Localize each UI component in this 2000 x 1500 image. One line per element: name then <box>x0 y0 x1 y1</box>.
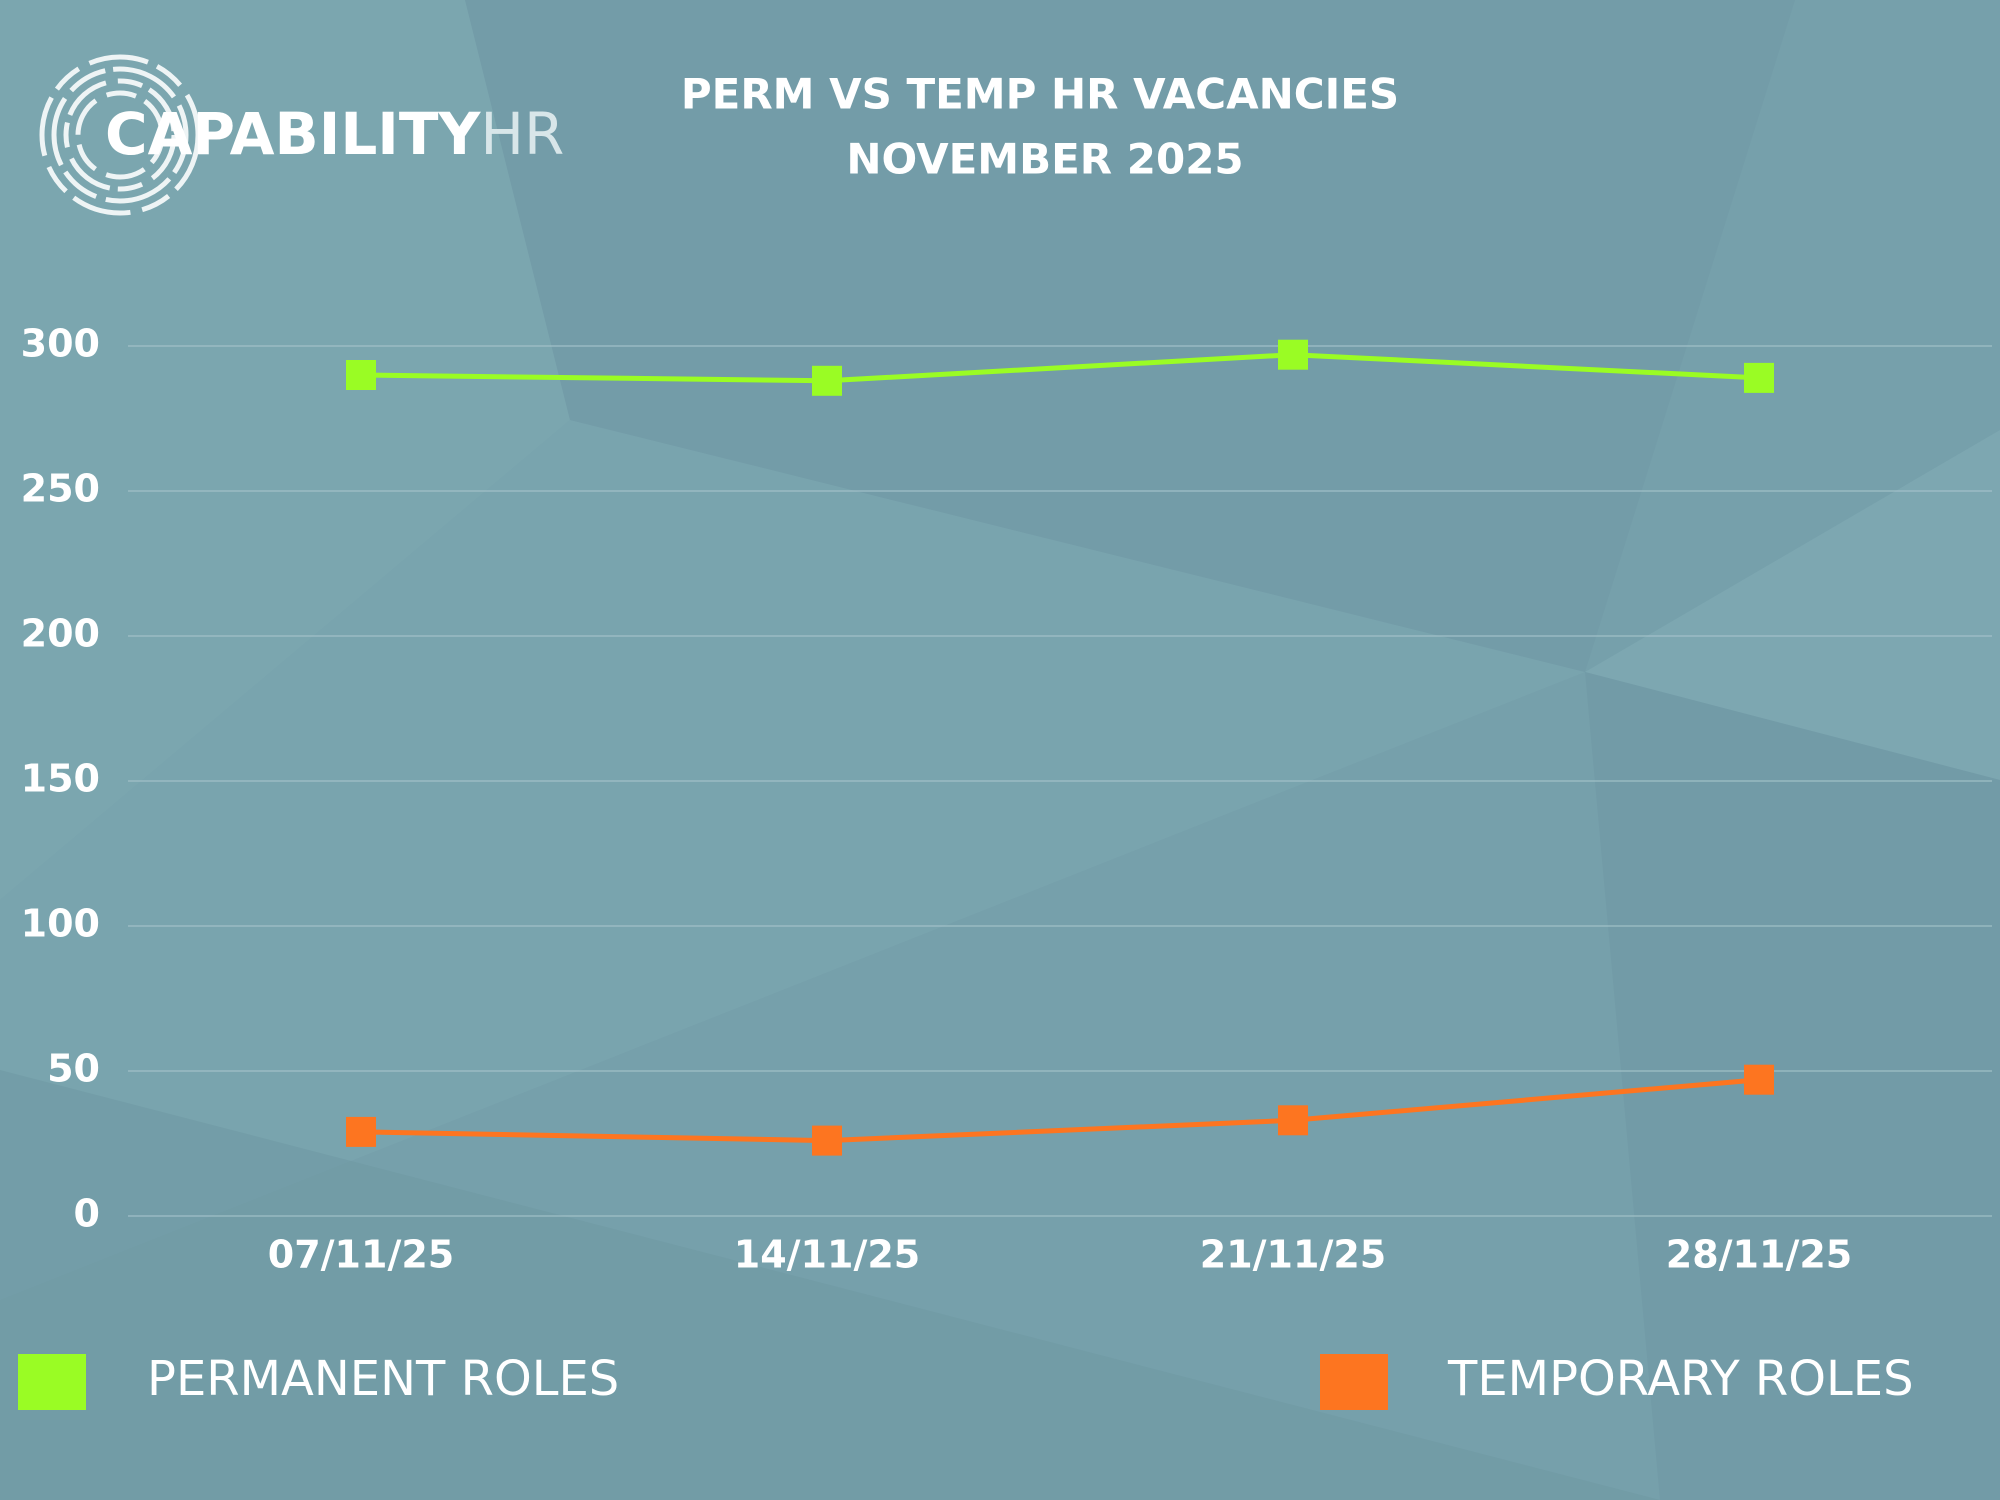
point-marker <box>1278 1105 1308 1136</box>
series-line <box>360 352 1760 384</box>
point-marker <box>1744 1064 1774 1095</box>
facet <box>1585 430 2000 780</box>
y-tick-label: 100 <box>21 902 100 946</box>
x-tick-label: 21/11/25 <box>1200 1233 1386 1277</box>
legend-swatch <box>1320 1354 1388 1410</box>
series-line <box>360 1077 1760 1144</box>
point-marker <box>346 1116 376 1147</box>
x-tick-label: 14/11/25 <box>734 1233 920 1277</box>
legend-swatch <box>18 1354 86 1410</box>
point-marker <box>812 1125 842 1156</box>
chart-title: PERM VS TEMP HR VACANCIES <box>681 70 1399 119</box>
y-tick-label: 200 <box>21 612 100 656</box>
facet <box>1585 672 2000 1500</box>
y-tick-label: 250 <box>21 467 100 511</box>
facet <box>0 0 570 900</box>
facet <box>0 1070 1660 1500</box>
x-tick-label: 07/11/25 <box>268 1233 454 1277</box>
logo-text: CAPABILITYHR <box>105 100 564 168</box>
logo-ring <box>63 78 177 192</box>
y-tick-label: 300 <box>21 322 100 366</box>
logo-name: CAPABILITY <box>105 100 481 168</box>
logo-ring <box>75 90 165 180</box>
facet <box>0 420 1585 1300</box>
y-tick-label: 150 <box>21 757 100 801</box>
legend-label: TEMPORARY ROLES <box>1447 1351 1914 1407</box>
point-marker <box>1744 362 1774 393</box>
point-marker <box>812 365 842 396</box>
point-marker <box>346 360 376 390</box>
logo-ring <box>51 66 189 204</box>
logo-ring <box>39 54 201 216</box>
x-tick-label: 28/11/25 <box>1666 1233 1852 1277</box>
chart-subtitle: NOVEMBER 2025 <box>846 135 1243 184</box>
point-marker <box>1278 339 1308 370</box>
logo <box>39 54 201 216</box>
legend-label: PERMANENT ROLES <box>147 1351 619 1407</box>
y-tick-label: 50 <box>47 1047 100 1091</box>
facet <box>465 0 1795 672</box>
logo-suffix: HR <box>480 100 564 168</box>
y-tick-label: 0 <box>74 1192 100 1236</box>
